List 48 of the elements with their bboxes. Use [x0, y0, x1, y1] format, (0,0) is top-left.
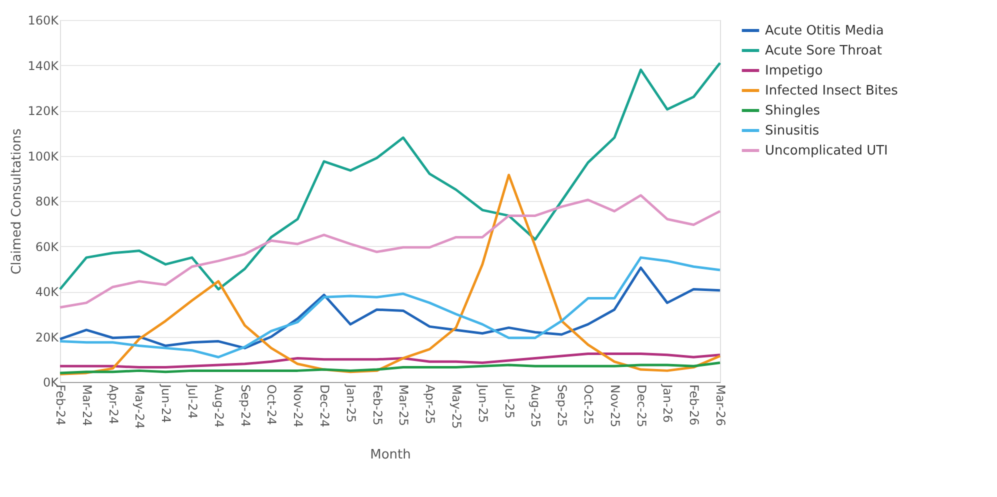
x-tick-label: Apr-25 [423, 384, 438, 424]
x-tick-label: Jul-24 [186, 384, 200, 419]
x-tick-label: Jan-25 [344, 384, 358, 423]
line-series [58, 256, 722, 358]
y-tick-label: 140K [28, 58, 60, 73]
line-series [58, 194, 722, 309]
line-series [58, 362, 722, 374]
x-tick-label: Jun-25 [476, 384, 490, 423]
y-tick-label: 160K [28, 14, 60, 28]
x-tick-label: Mar-25 [396, 384, 411, 426]
y-tick-label: 80K [35, 194, 60, 208]
y-tick-label: 20K [35, 330, 60, 344]
x-tick-label: Mar-24 [80, 384, 94, 426]
legend-label: Shingles [765, 104, 820, 118]
x-tick-label: Jun-24 [159, 384, 174, 423]
x-tick-label: Jul-25 [502, 384, 516, 419]
x-tick-label: Feb-26 [687, 384, 702, 426]
x-tick-label: May-25 [450, 384, 464, 429]
x-tick-label: Jan-26 [660, 384, 675, 423]
legend-label: Sinusitis [765, 124, 820, 138]
x-tick-label: Aug-25 [528, 384, 543, 428]
line-series [58, 266, 722, 350]
legend-label: Uncomplicated UTI [765, 144, 888, 158]
y-axis-title: Claimed Consultations [10, 128, 25, 274]
y-tick-label: 100K [28, 149, 60, 164]
x-tick-label: Nov-25 [608, 384, 622, 428]
legend-label: Acute Otitis Media [765, 24, 884, 38]
line-series [58, 62, 722, 290]
x-tick-label: Nov-24 [291, 384, 306, 428]
x-tick-label: Oct-24 [264, 384, 279, 425]
x-axis-title: Month [370, 448, 411, 463]
line-series [58, 352, 722, 369]
x-tick-label: Aug-24 [212, 384, 226, 428]
x-tick-label: Dec-24 [318, 384, 332, 428]
x-tick-label: Apr-24 [106, 384, 120, 424]
y-tick-label: 40K [35, 285, 60, 299]
x-tick-label: Oct-25 [582, 384, 596, 425]
y-tick-label: 60K [35, 240, 60, 254]
x-tick-label: Sep-24 [238, 384, 252, 427]
legend-label: Impetigo [765, 64, 823, 78]
legend-label: Infected Insect Bites [765, 84, 898, 98]
x-tick-label: Sep-25 [555, 384, 570, 427]
legend-label: Acute Sore Throat [765, 44, 882, 58]
x-tick-label: Feb-25 [370, 384, 384, 426]
x-tick-label: Dec-25 [634, 384, 648, 428]
x-tick-label: May-24 [132, 384, 147, 429]
y-tick-label: 120K [28, 104, 60, 118]
x-tick-label: Mar-26 [714, 384, 728, 426]
